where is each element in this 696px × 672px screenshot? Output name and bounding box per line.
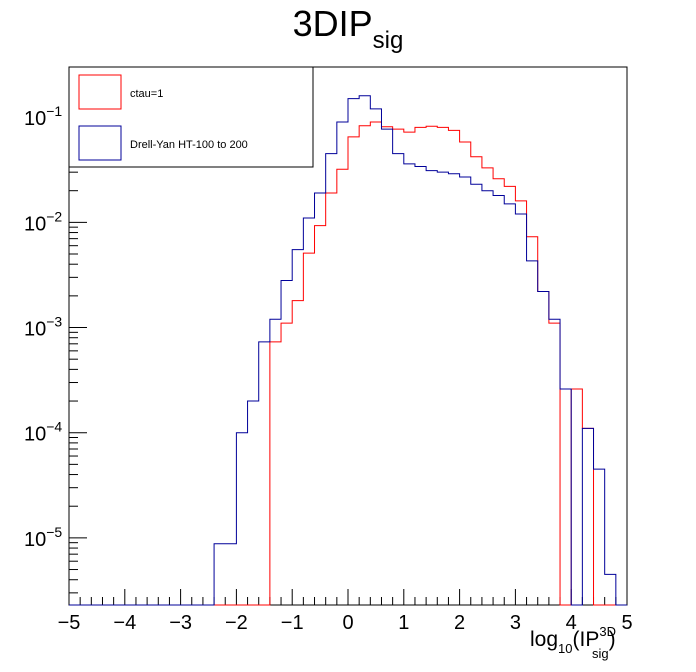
histogram-lines (69, 95, 627, 606)
legend-label-drell-yan: Drell-Yan HT-100 to 200 (130, 139, 248, 151)
y-tick-label: 10−3 (24, 314, 62, 341)
x-tick-label: −1 (281, 612, 304, 634)
y-tick-label: 10−4 (24, 419, 62, 446)
chart-title: 3DIPsig (293, 3, 404, 54)
y-tick-label: 10−1 (24, 103, 62, 130)
series-line-0 (69, 121, 627, 606)
x-tick-label: −4 (113, 612, 136, 634)
chart-title-main: 3DIP (293, 3, 373, 44)
x-tick-label: 1 (398, 612, 409, 634)
y-tick-label: 10−5 (24, 524, 62, 551)
legend: ctau=1 Drell-Yan HT-100 to 200 (68, 66, 314, 168)
y-tick-label: 10−2 (24, 208, 62, 235)
x-tick-label: 0 (342, 612, 353, 634)
x-tick-label: 5 (621, 612, 632, 634)
legend-swatch-ctau (78, 74, 122, 110)
x-tick-label: 3 (510, 612, 521, 634)
tick-labels: −5 −4 −3 −2 −1 0 1 2 3 4 5 10−5 10−4 10−3 10−2 10−1 (24, 103, 633, 634)
x-tick-label: −3 (169, 612, 192, 634)
legend-label-ctau: ctau=1 (130, 88, 163, 100)
x-tick-label: 2 (454, 612, 465, 634)
x-tick-label: −2 (225, 612, 248, 634)
x-tick-label: −5 (58, 612, 81, 634)
x-tick-label: 4 (566, 612, 577, 634)
legend-swatch-drell-yan (78, 125, 122, 161)
x-axis-title: log10(IP3D sig) (530, 624, 616, 661)
series-line-1 (69, 95, 627, 606)
chart-title-subscript: sig (373, 27, 404, 54)
